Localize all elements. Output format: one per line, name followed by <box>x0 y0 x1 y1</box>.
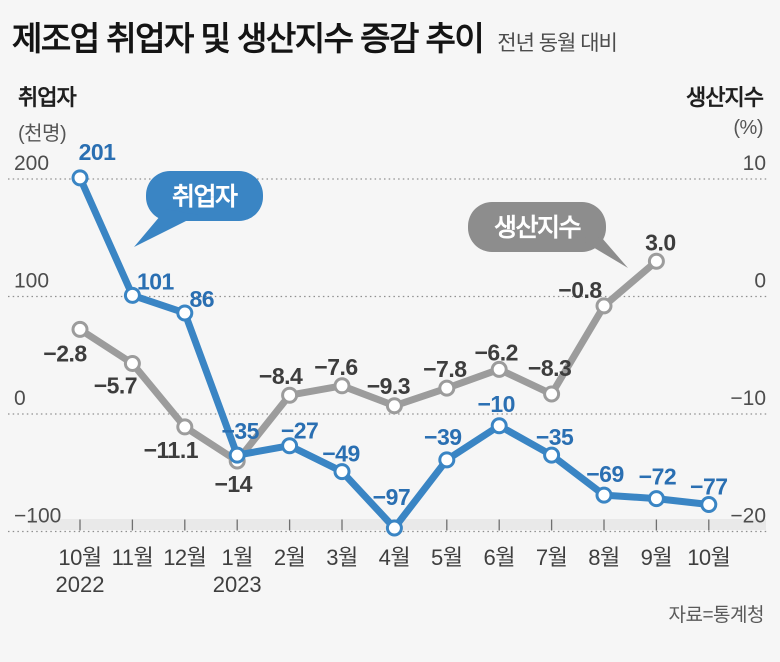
month-label: 2월 <box>274 545 305 570</box>
data-point-production <box>438 379 456 397</box>
data-label-production: −5.7 <box>94 372 137 398</box>
data-label-employment: 201 <box>79 139 117 165</box>
data-label-production: 3.0 <box>645 229 675 255</box>
data-point-employment <box>543 446 561 464</box>
data-point-employment <box>281 437 299 455</box>
data-label-production: −6.2 <box>474 339 517 365</box>
page-subtitle: 전년 동월 대비 <box>497 32 618 55</box>
data-point-production <box>333 377 351 395</box>
month-label: 1월 <box>221 545 252 570</box>
month-label: 9월 <box>641 545 672 570</box>
month-label: 3월 <box>326 545 357 570</box>
data-label-production: −2.8 <box>43 340 87 366</box>
right-axis-tick-label: 10 <box>743 152 766 175</box>
series-line-production <box>76 257 660 465</box>
right-axis-header: 생산지수 (%) <box>686 80 764 140</box>
year-label: 2023 <box>213 572 262 597</box>
month-label: 7월 <box>536 545 567 570</box>
data-label-employment: −77 <box>690 473 728 499</box>
month-label: 6월 <box>483 545 514 570</box>
right-axis-tick-label: 0 <box>754 270 766 293</box>
left-axis-tick-label: −100 <box>14 505 61 528</box>
data-point-production <box>176 418 194 436</box>
year-label: 2022 <box>56 572 105 597</box>
month-label: 12월 <box>163 545 206 570</box>
right-axis-tick-label: −20 <box>730 505 766 528</box>
source-credit: 자료=통계청 <box>668 605 765 626</box>
left-axis-tick-label: 100 <box>14 270 49 293</box>
data-point-employment <box>490 417 508 435</box>
month-label: 4월 <box>379 545 410 570</box>
left-axis-header: 취업자 (천명) <box>18 80 77 146</box>
month-label: 10월 <box>58 545 101 570</box>
data-label-production: −14 <box>214 471 252 497</box>
legend-callout-production: 생산지수 <box>468 202 628 268</box>
data-label-employment: −27 <box>281 418 319 444</box>
data-point-employment <box>385 519 403 537</box>
data-label-employment: −35 <box>536 424 574 450</box>
page-title: 제조업 취업자 및 생산지수 증감 추이 <box>12 20 485 57</box>
data-label-employment: 86 <box>190 286 215 312</box>
data-point-production <box>123 354 141 372</box>
data-point-employment <box>438 451 456 469</box>
data-label-employment: −39 <box>424 424 462 450</box>
data-point-employment <box>228 446 246 464</box>
left-axis-unit: (천명) <box>18 123 67 145</box>
data-label-production: −7.6 <box>314 354 357 380</box>
month-label: 10월 <box>687 545 730 570</box>
data-point-employment <box>123 286 141 304</box>
data-point-production <box>595 297 613 315</box>
data-point-production <box>281 386 299 404</box>
legend-production-label: 생산지수 <box>494 214 582 242</box>
data-label-employment: 101 <box>137 268 175 294</box>
left-axis-tick-label: 200 <box>14 152 49 175</box>
data-point-employment <box>595 486 613 504</box>
data-point-production <box>647 252 665 270</box>
left-axis-title: 취업자 <box>18 85 77 110</box>
data-label-employment: −49 <box>322 441 360 467</box>
right-axis-tick-label: −10 <box>730 387 766 410</box>
data-label-employment: −35 <box>221 418 259 444</box>
legend-employment-tail <box>134 209 198 247</box>
data-point-employment <box>647 490 665 508</box>
data-point-production <box>543 385 561 403</box>
data-point-employment <box>176 304 194 322</box>
right-axis-unit: (%) <box>733 117 763 139</box>
data-label-production: −0.8 <box>558 277 602 303</box>
data-label-production: −9.3 <box>367 373 410 399</box>
data-point-production <box>385 397 403 415</box>
month-label: 8월 <box>588 545 619 570</box>
legend-callout-employment: 취업자 <box>134 171 263 247</box>
data-label-production: −7.8 <box>423 356 467 382</box>
data-label-production: −11.1 <box>144 437 199 463</box>
data-label-employment: −72 <box>639 464 677 490</box>
data-point-production <box>490 360 508 378</box>
legend-employment-label: 취업자 <box>172 183 238 211</box>
left-axis-tick-label: 0 <box>14 387 26 410</box>
data-point-production <box>71 320 89 338</box>
data-label-employment: −10 <box>477 391 515 417</box>
right-axis-title: 생산지수 <box>686 85 764 110</box>
month-label: 11월 <box>112 545 154 570</box>
data-label-employment: −97 <box>373 484 411 510</box>
data-point-employment <box>333 463 351 481</box>
data-point-employment <box>71 169 89 187</box>
data-label-production: −8.4 <box>259 363 303 389</box>
data-label-employment: −69 <box>586 461 624 487</box>
data-point-employment <box>700 495 718 513</box>
data-label-production: −8.3 <box>528 355 571 381</box>
legend-production-tail <box>576 237 628 268</box>
month-label: 5월 <box>431 545 462 570</box>
header: 제조업 취업자 및 생산지수 증감 추이 전년 동월 대비 <box>12 12 618 60</box>
